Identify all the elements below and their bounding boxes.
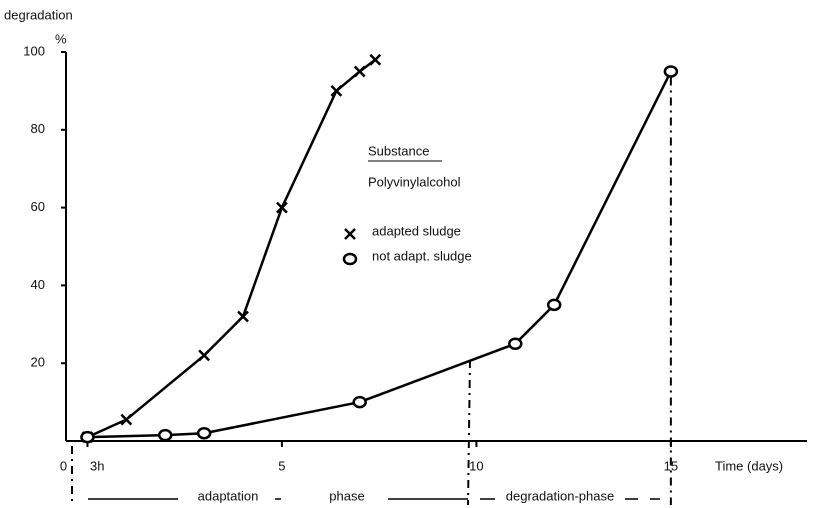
x-tick-label: 10 xyxy=(469,458,483,473)
data-point xyxy=(663,65,679,78)
y-unit: % xyxy=(55,31,67,46)
phase-divider xyxy=(467,359,471,506)
data-point xyxy=(353,65,366,78)
data-point xyxy=(120,413,133,426)
legend-label: adapted sludge xyxy=(372,223,461,238)
substance: Polyvinylalcohol xyxy=(368,174,461,189)
legend-label: not adapt. sludge xyxy=(372,248,472,263)
data-point xyxy=(508,337,523,350)
series-line xyxy=(86,58,377,439)
legend-marker xyxy=(344,228,356,240)
data-point xyxy=(276,201,288,214)
data-point xyxy=(196,426,212,440)
phase-label: degradation-phase xyxy=(506,488,614,503)
data-point xyxy=(237,310,249,323)
x-axis-label: Time (days) xyxy=(715,458,783,473)
data-point xyxy=(157,428,173,442)
phase-label: adaptation xyxy=(198,488,259,503)
start-note: 3h xyxy=(90,458,104,473)
y-axis-label: degradation xyxy=(4,7,73,22)
y-tick-label: 100 xyxy=(23,43,45,58)
data-point xyxy=(369,53,382,66)
y-tick-label: 80 xyxy=(31,121,45,136)
legend-marker xyxy=(342,252,358,266)
data-point xyxy=(330,85,343,97)
substance-heading: Substance xyxy=(368,143,429,158)
data-point xyxy=(546,298,562,312)
y-tick-label: 20 xyxy=(31,355,45,370)
data-point xyxy=(352,395,367,409)
x-tick-label: 15 xyxy=(664,458,678,473)
x-tick-label: 0 xyxy=(60,458,67,473)
phase-label: phase xyxy=(329,488,364,503)
data-point xyxy=(198,349,211,362)
y-tick-label: 60 xyxy=(31,199,45,214)
x-tick-label: 5 xyxy=(278,458,285,473)
data-point xyxy=(80,430,95,444)
y-tick-label: 40 xyxy=(31,277,45,292)
